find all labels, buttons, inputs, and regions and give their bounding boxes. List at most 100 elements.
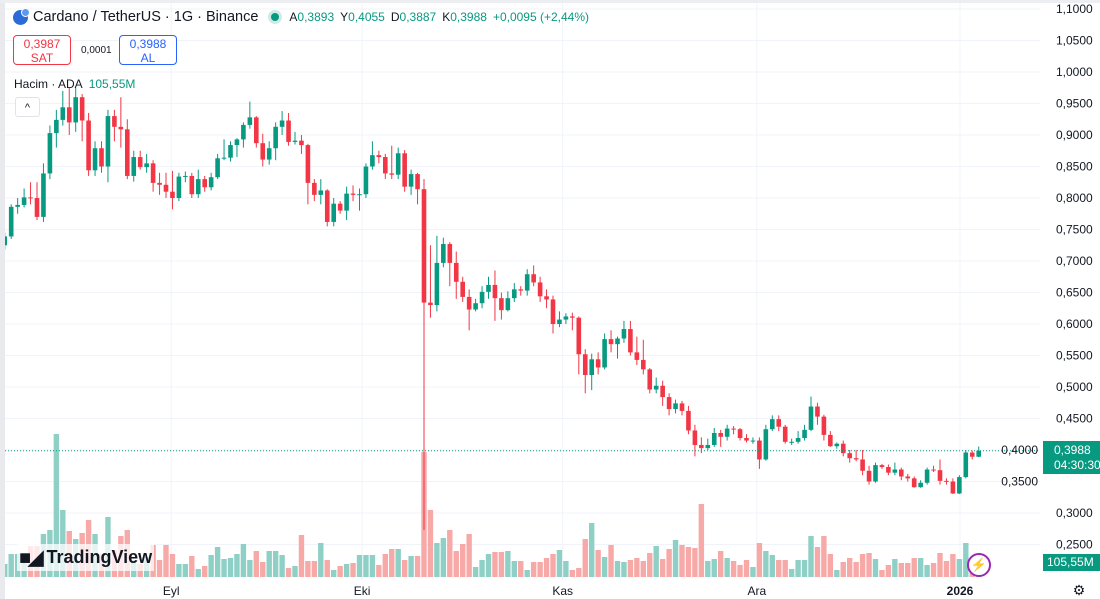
ohlc-label: Y [340,10,349,24]
candle-body [125,129,130,176]
candle-body [312,182,317,195]
last-price-tag: 0,3988 04:30:30 [1043,441,1100,474]
candles [2,87,981,531]
volume-bar [859,554,866,577]
candle-body [453,262,459,282]
volume-bar [227,558,234,577]
buy-button[interactable]: 0,3988 AL [119,35,177,65]
candle-body [873,465,878,482]
candle-body [550,299,556,324]
candle-body [234,139,240,146]
volume-bar [647,553,653,577]
lightning-icon[interactable]: ⚡ [967,553,991,577]
candle-body [112,116,117,127]
candle-body [770,419,775,430]
volume-bar [750,567,756,577]
price-tick-label: 1,1000 [1056,2,1093,16]
symbol-title[interactable]: Cardano / TetherUS · 1G · Binance [33,9,259,25]
ohlc-value: 0,4055 [348,10,385,24]
time-tick-label: Eyl [163,584,180,598]
volume-bar [659,559,666,577]
candle-body [28,197,33,199]
volume-bar [937,553,943,577]
candle-body [408,174,414,187]
volume-bar [537,562,543,577]
market-open-status-icon [271,13,280,21]
volume-bar [634,558,640,577]
candle-body [118,126,124,130]
candle-body [215,158,220,178]
volume-bar [376,565,382,577]
candle-body [776,419,782,427]
candle-body [512,289,517,299]
volume-bar [189,556,195,577]
price-axis[interactable]: 1,1000 1,0500 1,0000 0,9500 0,9000 0,8500 0,80… [1001,2,1093,552]
volume-bar [356,555,363,577]
candle-body [266,148,272,160]
volume-legend[interactable]: Hacim · ADA 105,55M [14,77,135,91]
candle-body [782,426,788,442]
volume-bar [563,561,569,577]
candle-body [157,182,162,185]
volume-bar [872,559,879,577]
collapse-legend-button[interactable]: ^ [15,97,40,117]
candle-body [950,481,956,494]
candle-body [860,459,865,471]
volume-bar [472,567,479,577]
volume-bar [182,564,189,577]
candle-body [595,359,601,368]
candle-body [292,140,298,142]
candle-body [73,97,78,123]
volume-bar [718,551,724,577]
volume-bar [853,562,859,577]
candle-body [724,428,730,437]
candle-body [189,175,195,195]
candle-body [866,470,872,482]
volume-legend-value: 105,55M [88,77,136,91]
candle-body [228,145,233,158]
candle-body [447,243,453,263]
volume-bar [414,556,421,577]
candle-body [86,120,91,171]
candle-body [647,369,653,390]
candle-body [163,184,169,192]
candle-body [357,194,362,196]
volume-bar [917,558,924,577]
volume-bar [640,561,646,577]
candle-body [92,148,98,171]
candle-body [370,155,375,167]
candle-body [879,465,885,468]
ohlc-close: K0,3988 [442,10,487,24]
candle-body [537,282,543,297]
candle-body [718,432,723,437]
gear-icon[interactable]: ⚙ [1072,582,1086,598]
tradingview-logo[interactable]: ■◢ TradingView [17,544,155,571]
sell-button[interactable]: 0,3987 SAT [13,35,71,65]
volume-bar [285,568,292,577]
ohlc-value: 0,3988 [450,10,487,24]
candle-body [131,157,137,176]
ohlc-high: Y0,4055 [340,10,385,24]
buy-price: 0,3988 [129,37,167,51]
volume-bar [453,551,459,577]
candle-body [21,197,27,205]
volume-bar [427,510,434,577]
candle-body [563,316,569,320]
candle-body [389,173,395,175]
candle-body [299,140,304,146]
cardano-logo-icon [13,7,30,25]
volume-bar [253,551,259,577]
candle-body [602,339,607,368]
candle-body [41,173,46,217]
tradingview-mark-icon: ■◢ [19,547,44,569]
candle-body [957,477,962,494]
price-tick-label: 1,0500 [1056,34,1093,48]
volume-bar [698,504,705,577]
candle-body [840,443,846,454]
candle-body [176,176,182,198]
volume-bar [847,558,853,577]
volume-bar [814,547,821,577]
candle-body [415,174,420,190]
time-axis[interactable]: Eyl Eki Kas Ara 2026 [163,584,974,598]
